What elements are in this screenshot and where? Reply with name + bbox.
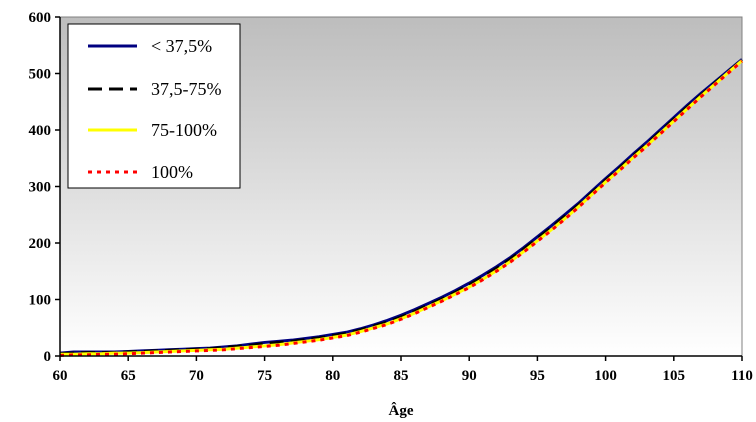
- x-tick-label-95: 95: [530, 368, 545, 384]
- legend-label-series-3: 75-100%: [151, 120, 217, 140]
- x-axis-title: Âge: [389, 402, 414, 419]
- y-tick-group: 0 100 200 300 400 500 600: [29, 10, 60, 365]
- legend-label-series-1: < 37,5%: [151, 36, 212, 56]
- series-line-4: [59, 59, 743, 357]
- x-tick-label-80: 80: [325, 368, 340, 384]
- y-tick-label-0: 0: [44, 349, 52, 365]
- x-tick-label-70: 70: [189, 368, 204, 384]
- x-tick-label-65: 65: [121, 368, 136, 384]
- x-tick-label-110: 110: [731, 368, 753, 384]
- y-tick-label-100: 100: [29, 293, 52, 309]
- x-tick-group: 60 65 70 75 80 85 90 95 100 105 110: [53, 356, 753, 384]
- legend: < 37,5% 37,5-75% 75-100% 100%: [67, 23, 241, 189]
- legend-box: [67, 23, 241, 189]
- x-tick-label-60: 60: [53, 368, 68, 384]
- x-tick-label-85: 85: [394, 368, 409, 384]
- x-tick-label-105: 105: [663, 368, 686, 384]
- legend-label-series-4: 100%: [151, 162, 193, 182]
- legend-label-series-2: 37,5-75%: [151, 79, 222, 99]
- y-tick-label-600: 600: [29, 10, 52, 26]
- y-tick-label-400: 400: [29, 123, 52, 139]
- x-tick-label-100: 100: [594, 368, 617, 384]
- y-tick-label-300: 300: [29, 180, 52, 196]
- x-tick-label-75: 75: [257, 368, 272, 384]
- y-tick-label-500: 500: [29, 67, 52, 83]
- y-tick-label-200: 200: [29, 236, 52, 252]
- x-tick-label-90: 90: [462, 368, 477, 384]
- series-layer: [59, 58, 743, 357]
